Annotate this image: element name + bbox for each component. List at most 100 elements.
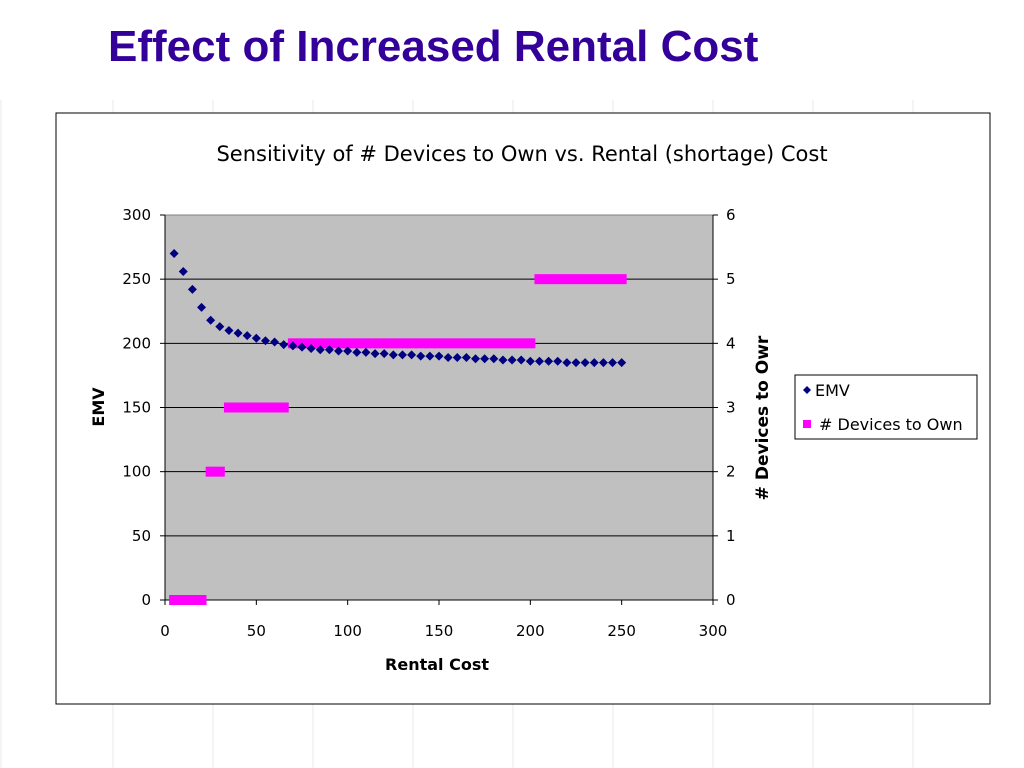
legend-devices-marker-icon bbox=[803, 420, 811, 428]
devices-point bbox=[397, 338, 408, 349]
legend-emv-marker-icon bbox=[803, 386, 811, 394]
y2-tick-label: 2 bbox=[726, 463, 736, 481]
emv-point bbox=[343, 346, 353, 356]
emv-point bbox=[334, 346, 344, 356]
devices-point bbox=[315, 338, 326, 349]
emv-point bbox=[206, 315, 216, 325]
devices-point bbox=[561, 274, 572, 285]
emv-point bbox=[279, 340, 289, 350]
emv-point bbox=[233, 328, 243, 338]
devices-point bbox=[415, 338, 426, 349]
x-tick-label: 0 bbox=[160, 622, 170, 640]
devices-point bbox=[607, 274, 618, 285]
y-tick-label: 50 bbox=[132, 527, 151, 545]
legend: EMV # Devices to Own bbox=[794, 374, 978, 440]
emv-point bbox=[397, 350, 407, 360]
devices-point bbox=[196, 595, 207, 605]
devices-point bbox=[589, 274, 600, 285]
legend-emv-label: EMV bbox=[815, 381, 850, 400]
emv-point bbox=[452, 352, 462, 362]
secondary-y-axis-label: # Devices to Owr bbox=[753, 335, 773, 500]
emv-point bbox=[251, 333, 261, 343]
emv-point bbox=[297, 342, 307, 352]
devices-point bbox=[507, 338, 518, 349]
devices-point bbox=[324, 338, 335, 349]
emv-point bbox=[169, 249, 179, 258]
emv-point bbox=[434, 351, 444, 361]
emv-point bbox=[215, 322, 225, 332]
emv-point bbox=[589, 358, 599, 368]
devices-point bbox=[379, 338, 390, 349]
devices-point bbox=[516, 338, 527, 349]
emv-point bbox=[324, 345, 334, 355]
devices-point bbox=[370, 338, 381, 349]
devices-point bbox=[351, 338, 362, 349]
x-tick-label: 150 bbox=[425, 622, 454, 640]
devices-point bbox=[360, 338, 371, 349]
devices-point bbox=[434, 338, 444, 349]
devices-point bbox=[233, 402, 244, 413]
devices-point bbox=[479, 338, 490, 349]
slide-title: Effect of Increased Rental Cost bbox=[108, 22, 759, 71]
emv-point bbox=[187, 284, 197, 294]
emv-point bbox=[306, 343, 316, 353]
emv-point bbox=[379, 349, 389, 359]
emv-point bbox=[525, 356, 535, 366]
y-tick-label: 300 bbox=[122, 206, 151, 224]
emv-point bbox=[407, 350, 417, 360]
legend-box bbox=[794, 374, 978, 440]
devices-point bbox=[534, 274, 545, 285]
emv-point bbox=[425, 351, 435, 361]
emv-point bbox=[489, 354, 499, 364]
devices-point bbox=[342, 338, 353, 349]
devices-point bbox=[278, 402, 289, 413]
x-axis-label: Rental Cost bbox=[385, 655, 489, 674]
y2-tick-label: 5 bbox=[726, 270, 736, 288]
emv-point bbox=[544, 356, 554, 366]
y-tick-label: 150 bbox=[122, 399, 151, 417]
emv-point bbox=[534, 356, 544, 366]
devices-point bbox=[571, 274, 581, 285]
devices-point bbox=[333, 338, 344, 349]
y-tick-label: 0 bbox=[141, 591, 151, 609]
ticks: 0 50 100 150 200 250 300 0 50 100 150 200 250 300 0 1 2 3… bbox=[122, 206, 735, 640]
emv-point bbox=[608, 358, 618, 368]
devices-point bbox=[552, 274, 563, 285]
emv-point bbox=[361, 347, 371, 357]
emv-point bbox=[498, 355, 508, 365]
emv-point bbox=[598, 358, 608, 368]
series-emv bbox=[169, 249, 627, 368]
y2-tick-label: 3 bbox=[726, 399, 736, 417]
emv-point bbox=[480, 354, 490, 364]
devices-point bbox=[269, 402, 280, 413]
emv-point bbox=[224, 326, 234, 335]
devices-point bbox=[205, 466, 216, 477]
x-tick-label: 200 bbox=[516, 622, 545, 640]
y2-tick-label: 0 bbox=[726, 591, 736, 609]
devices-point bbox=[497, 338, 508, 349]
emv-point bbox=[516, 355, 526, 365]
emv-point bbox=[352, 347, 362, 357]
emv-point bbox=[370, 349, 380, 359]
devices-point bbox=[525, 338, 536, 349]
emv-point bbox=[507, 355, 517, 365]
devices-point bbox=[178, 595, 189, 605]
devices-point bbox=[543, 274, 554, 285]
emv-point bbox=[315, 345, 325, 355]
y2-tick-label: 1 bbox=[726, 527, 736, 545]
devices-point bbox=[214, 466, 225, 477]
emv-point bbox=[553, 356, 563, 366]
emv-point bbox=[443, 352, 453, 362]
emv-point bbox=[388, 350, 398, 360]
x-tick-label: 50 bbox=[247, 622, 266, 640]
emv-point bbox=[617, 358, 627, 368]
devices-point bbox=[242, 402, 253, 413]
devices-point bbox=[424, 338, 435, 349]
devices-point bbox=[406, 338, 417, 349]
devices-point bbox=[306, 338, 317, 349]
devices-point bbox=[616, 274, 627, 285]
emv-point bbox=[562, 358, 572, 368]
emv-point bbox=[471, 354, 481, 364]
x-tick-label: 250 bbox=[607, 622, 636, 640]
devices-point bbox=[260, 402, 271, 413]
